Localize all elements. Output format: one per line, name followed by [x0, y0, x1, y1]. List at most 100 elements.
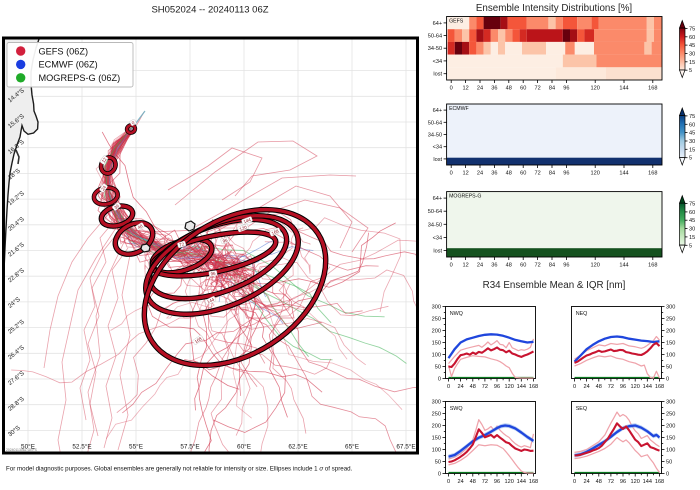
- svg-text:60: 60: [689, 122, 695, 128]
- svg-text:57.5°E: 57.5°E: [180, 443, 199, 451]
- svg-text:60: 60: [520, 86, 526, 92]
- svg-text:75: 75: [689, 26, 695, 32]
- svg-text:64+: 64+: [433, 196, 443, 202]
- svg-text:50: 50: [666, 365, 672, 371]
- svg-text:30: 30: [689, 139, 695, 145]
- svg-text:24: 24: [583, 384, 589, 390]
- svg-text:12: 12: [462, 263, 468, 269]
- svg-text:168: 168: [648, 171, 657, 177]
- svg-text:144: 144: [619, 263, 628, 269]
- svg-text:Ensemble Intensity Distributio: Ensemble Intensity Distributions [%]: [476, 3, 633, 14]
- svg-text:50: 50: [666, 460, 672, 466]
- svg-text:48: 48: [470, 384, 476, 390]
- svg-text:SWQ: SWQ: [450, 406, 463, 412]
- svg-text:96: 96: [563, 263, 569, 269]
- svg-text:36: 36: [113, 203, 120, 210]
- svg-text:96: 96: [494, 384, 500, 390]
- svg-text:0: 0: [447, 479, 450, 485]
- svg-text:62.5°E: 62.5°E: [288, 443, 307, 451]
- svg-text:45: 45: [689, 218, 695, 224]
- svg-text:55°E: 55°E: [129, 443, 143, 451]
- svg-text:96: 96: [563, 171, 569, 177]
- svg-text:96: 96: [563, 86, 569, 92]
- svg-text:24: 24: [583, 479, 589, 485]
- svg-text:R34 Ensemble Mean & IQR [nm]: R34 Ensemble Mean & IQR [nm]: [483, 280, 626, 291]
- svg-text:120: 120: [505, 479, 514, 485]
- svg-text:12: 12: [462, 171, 468, 177]
- svg-text:72: 72: [608, 384, 614, 390]
- svg-text:150: 150: [432, 341, 441, 347]
- svg-text:168: 168: [648, 86, 657, 92]
- svg-text:48: 48: [596, 479, 602, 485]
- svg-text:96: 96: [620, 384, 626, 390]
- svg-text:72: 72: [608, 479, 614, 485]
- svg-text:250: 250: [666, 412, 675, 418]
- svg-text:36: 36: [491, 171, 497, 177]
- svg-text:120: 120: [505, 384, 514, 390]
- svg-text:200: 200: [432, 424, 441, 430]
- svg-text:45: 45: [689, 43, 695, 49]
- svg-text:<34: <34: [433, 235, 443, 241]
- svg-text:96: 96: [210, 271, 216, 277]
- svg-text:144: 144: [619, 86, 628, 92]
- svg-text:50: 50: [435, 365, 441, 371]
- svg-text:48: 48: [596, 384, 602, 390]
- svg-text:96: 96: [222, 238, 229, 244]
- svg-text:168: 168: [271, 228, 280, 236]
- svg-text:SEQ: SEQ: [576, 406, 587, 412]
- svg-text:48: 48: [137, 223, 144, 230]
- svg-text:0: 0: [450, 86, 453, 92]
- svg-text:5: 5: [689, 156, 692, 162]
- svg-text:5: 5: [689, 243, 692, 249]
- svg-text:<34: <34: [433, 59, 443, 65]
- svg-text:168: 168: [529, 479, 538, 485]
- svg-text:100: 100: [432, 448, 441, 454]
- svg-text:75: 75: [689, 114, 695, 120]
- svg-text:lost: lost: [433, 72, 442, 78]
- svg-text:120: 120: [591, 263, 600, 269]
- svg-text:0: 0: [447, 384, 450, 390]
- svg-text:lost: lost: [433, 157, 442, 163]
- svg-text:168: 168: [529, 384, 538, 390]
- svg-text:72: 72: [534, 171, 540, 177]
- svg-text:100: 100: [432, 353, 441, 359]
- svg-text:34-50: 34-50: [428, 46, 442, 52]
- svg-text:lost: lost: [433, 249, 442, 255]
- svg-text:200: 200: [432, 329, 441, 335]
- svg-text:250: 250: [432, 317, 441, 323]
- svg-text:48: 48: [506, 263, 512, 269]
- svg-text:120: 120: [631, 384, 640, 390]
- svg-text:300: 300: [666, 305, 675, 311]
- svg-text:48: 48: [506, 86, 512, 92]
- svg-text:0: 0: [450, 171, 453, 177]
- svg-text:200: 200: [666, 424, 675, 430]
- svg-text:60: 60: [689, 35, 695, 41]
- svg-text:72: 72: [482, 479, 488, 485]
- svg-text:24: 24: [457, 384, 463, 390]
- svg-text:144: 144: [206, 297, 215, 305]
- svg-text:144: 144: [643, 479, 652, 485]
- svg-text:168: 168: [648, 263, 657, 269]
- svg-text:0: 0: [438, 377, 441, 383]
- svg-text:GEFS (06Z): GEFS (06Z): [39, 46, 89, 56]
- svg-text:36: 36: [491, 86, 497, 92]
- svg-text:60: 60: [689, 210, 695, 216]
- svg-text:150: 150: [666, 341, 675, 347]
- svg-text:30: 30: [689, 52, 695, 58]
- svg-text:60: 60: [520, 263, 526, 269]
- svg-text:24: 24: [457, 479, 463, 485]
- svg-text:ECMWF: ECMWF: [449, 106, 469, 112]
- svg-text:MOGREPS-G: MOGREPS-G: [449, 194, 481, 200]
- svg-text:36: 36: [491, 263, 497, 269]
- svg-text:48: 48: [470, 479, 476, 485]
- svg-text:NWQ: NWQ: [450, 311, 463, 317]
- svg-text:72: 72: [534, 86, 540, 92]
- svg-text:24: 24: [100, 184, 107, 191]
- svg-text:300: 300: [432, 305, 441, 311]
- svg-text:24: 24: [477, 171, 483, 177]
- svg-text:300: 300: [666, 400, 675, 406]
- svg-text:0: 0: [131, 120, 136, 126]
- svg-text:2024011306Z GEFS: 2024011306Z GEFS: [6, 448, 38, 452]
- svg-text:24: 24: [477, 86, 483, 92]
- svg-text:96: 96: [620, 479, 626, 485]
